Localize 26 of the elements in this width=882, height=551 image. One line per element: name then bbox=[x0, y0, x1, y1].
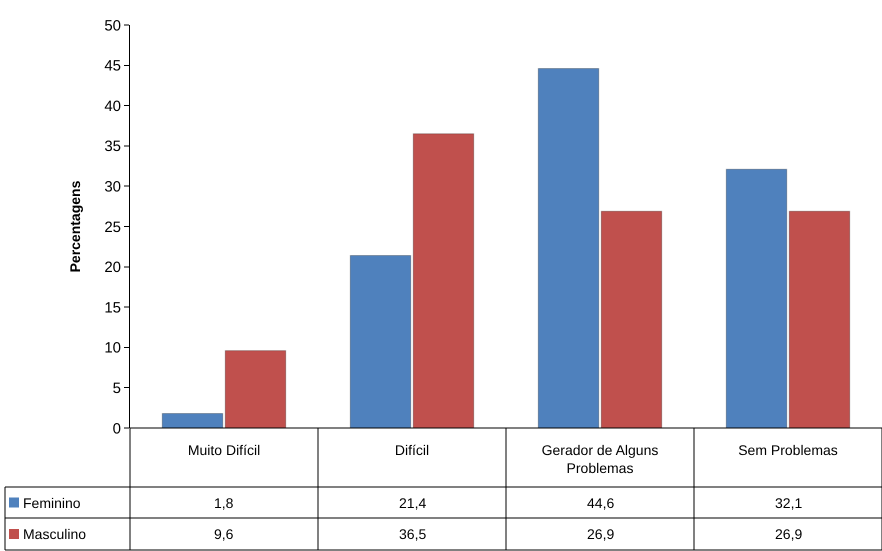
y-tick-label: 15 bbox=[104, 299, 121, 316]
data-label: 21,4 bbox=[399, 495, 426, 511]
y-tick-label: 45 bbox=[104, 58, 121, 75]
y-tick-label: 35 bbox=[104, 138, 121, 156]
data-label: 44,6 bbox=[587, 495, 614, 511]
y-tick-label: 25 bbox=[104, 218, 121, 236]
y-tick-label: 30 bbox=[104, 178, 121, 196]
x-tick-label: Sem Problemas bbox=[738, 442, 838, 458]
data-label: 26,9 bbox=[775, 526, 802, 542]
data-label: 9,6 bbox=[214, 526, 234, 542]
x-tick-label: Gerador de Alguns Problemas bbox=[542, 442, 658, 476]
x-tick-label: Difícil bbox=[394, 442, 430, 458]
y-tick-label: 20 bbox=[104, 259, 121, 276]
legend-label: Masculino bbox=[23, 526, 86, 542]
y-axis-title: Percentagens bbox=[66, 180, 83, 272]
y-tick-label: 10 bbox=[104, 340, 121, 357]
data-label: 36,5 bbox=[399, 526, 426, 542]
data-label: 32,1 bbox=[775, 495, 802, 511]
y-tick-label: 50 bbox=[104, 17, 121, 34]
y-tick-label: 0 bbox=[112, 420, 121, 438]
data-label: 1,8 bbox=[214, 495, 234, 511]
y-tick-label: 40 bbox=[104, 98, 121, 115]
y-tick-label: 5 bbox=[112, 380, 121, 397]
legend-label: Feminino bbox=[23, 495, 81, 511]
x-tick-label: Muito Difícil bbox=[188, 442, 260, 458]
data-label: 26,9 bbox=[587, 526, 614, 542]
